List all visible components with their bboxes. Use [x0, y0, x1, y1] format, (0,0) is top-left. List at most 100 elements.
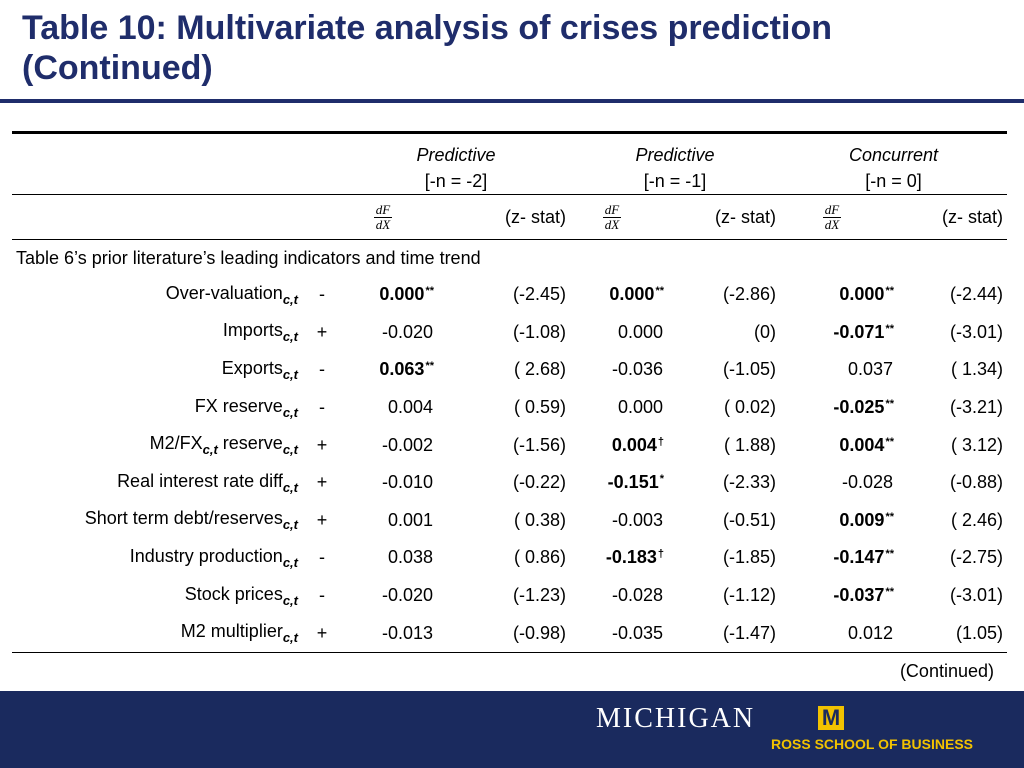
- coefficient-cell: -0.002: [381, 434, 433, 455]
- significance-marker: **: [425, 285, 434, 298]
- coefficient-cell: -0.020: [381, 321, 433, 342]
- ross-school-label: ROSS SCHOOL OF BUSINESS: [771, 736, 973, 752]
- expected-sign: +: [316, 434, 328, 455]
- z-stat-cell: (-1.56): [512, 434, 566, 455]
- z-stat-cell: (-2.45): [512, 284, 566, 305]
- z-stat-label: (z- stat): [450, 194, 570, 240]
- coefficient-cell: 0.012: [780, 614, 900, 653]
- section-row: Table 6’s prior literature’s leading ind…: [12, 240, 1007, 277]
- footer-bar: [0, 691, 1024, 768]
- table-row: Stock pricesc,t - -0.020 (-1.23) -0.028 (-1.1…: [12, 577, 1007, 615]
- z-stat-cell: (-1.05): [722, 359, 776, 380]
- coefficient-cell: -0.020: [381, 585, 433, 606]
- significance-marker: **: [885, 398, 894, 411]
- significance-marker: **: [655, 285, 664, 298]
- variable-label: Importsc,t: [222, 320, 298, 345]
- z-stat-label: (z- stat): [670, 194, 780, 240]
- coefficient-cell: 0.063**: [379, 359, 434, 380]
- table-row: Importsc,t + -0.020 (-1.08) 0.000 (0) -0.071**…: [12, 314, 1007, 352]
- coefficient-cell: -0.151*: [607, 472, 664, 493]
- z-stat-cell: ( 3.12): [950, 434, 1003, 455]
- col-header-1-window: [-n = -2]: [424, 171, 488, 191]
- variable-label: Over-valuationc,t: [165, 282, 298, 307]
- coefficient-cell: 0.000**: [609, 284, 664, 305]
- expected-sign: +: [316, 321, 328, 342]
- coefficient-cell: 0.037: [847, 359, 893, 380]
- coefficient-cell: 0.038: [387, 547, 433, 568]
- coefficient-cell: 0.004**: [839, 434, 894, 455]
- significance-marker: **: [425, 360, 434, 373]
- variable-label: Short term debt/reservesc,t: [84, 508, 298, 533]
- expected-sign: -: [319, 397, 325, 418]
- significance-marker: **: [885, 322, 894, 335]
- table-row: Real interest rate diffc,t + -0.010 (-0.22)…: [12, 464, 1007, 502]
- significance-marker: **: [885, 586, 894, 599]
- coefficient-cell: -0.003: [611, 509, 663, 530]
- subheader-row: dF dX (z- stat) dF dX (z- stat) dF dX (z- s…: [12, 194, 1007, 240]
- z-stat-cell: (-3.21): [949, 397, 1003, 418]
- z-stat-cell: (-3.01): [949, 585, 1003, 606]
- slide-title: Table 10: Multivariate analysis of crise…: [22, 9, 832, 87]
- coefficient-cell: 0.001: [387, 509, 433, 530]
- column-header-row: Predictive Predictive Concurrent: [12, 131, 1007, 168]
- z-stat-cell: (-0.51): [722, 509, 776, 530]
- z-stat-cell: (0): [754, 321, 776, 342]
- variable-label: Exportsc,t: [221, 357, 298, 382]
- table-row: FX reservec,t - 0.004 ( 0.59) 0.000 ( 0.02) -0…: [12, 389, 1007, 427]
- variable-label: FX reservec,t: [194, 395, 298, 420]
- variable-label: M2 multiplierc,t: [12, 614, 302, 653]
- col-header-2-name: Predictive: [570, 131, 780, 168]
- expected-sign: -: [319, 547, 325, 568]
- z-stat-cell: ( 2.68): [513, 359, 566, 380]
- expected-sign: -: [319, 359, 325, 380]
- significance-marker: †: [657, 435, 664, 448]
- marginal-effect-fraction: dF dX: [602, 201, 622, 232]
- significance-marker: **: [885, 548, 894, 561]
- z-stat-cell: (1.05): [900, 614, 1007, 653]
- coefficient-cell: -0.010: [381, 472, 433, 493]
- col-header-2-window: [-n = -1]: [643, 171, 707, 191]
- z-stat-cell: ( 0.59): [513, 397, 566, 418]
- results-table: Predictive Predictive Concurrent [-n = -…: [12, 131, 1007, 653]
- marginal-effect-fraction: dF dX: [373, 201, 393, 232]
- significance-marker: **: [885, 285, 894, 298]
- z-stat-cell: (-2.33): [722, 472, 776, 493]
- coefficient-cell: 0.004†: [611, 434, 664, 455]
- table-body: Over-valuationc,t -0.000** (-2.45) 0.000**(…: [12, 276, 1007, 653]
- table-row: Exportsc,t - 0.063** ( 2.68) -0.036 (-1.05) 0.…: [12, 351, 1007, 389]
- title-underline: [0, 99, 1024, 103]
- significance-marker: **: [885, 510, 894, 523]
- coefficient-cell: 0.000**: [379, 284, 434, 305]
- z-stat-cell: (-2.44): [949, 284, 1003, 305]
- z-stat-cell: (-1.47): [670, 614, 780, 653]
- expected-sign: -: [319, 585, 325, 606]
- coefficient-cell: -0.035: [570, 614, 670, 653]
- michigan-wordmark: MICHIGAN: [596, 703, 756, 734]
- z-stat-cell: ( 2.46): [950, 509, 1003, 530]
- coefficient-cell: -0.183†: [605, 547, 664, 568]
- coefficient-cell: 0.000: [617, 321, 663, 342]
- z-stat-cell: (-1.85): [722, 547, 776, 568]
- coefficient-cell: -0.147**: [833, 547, 894, 568]
- significance-marker: **: [885, 435, 894, 448]
- coefficient-cell: -0.071**: [833, 321, 894, 342]
- variable-label: Real interest rate diffc,t: [117, 470, 298, 495]
- col-header-3-name: Concurrent: [780, 131, 1007, 168]
- table-row: M2/FXc,t reservec,t + -0.002 (-1.56) 0.004† (…: [12, 426, 1007, 464]
- z-stat-cell: ( 1.34): [950, 359, 1003, 380]
- marginal-effect-fraction: dF dX: [822, 201, 842, 232]
- z-stat-cell: (-0.98): [450, 614, 570, 653]
- z-stat-cell: (-1.23): [512, 585, 566, 606]
- variable-label: Stock pricesc,t: [184, 583, 298, 608]
- expected-sign: -: [319, 284, 325, 305]
- coefficient-cell: -0.037**: [833, 585, 894, 606]
- z-stat-cell: ( 1.88): [723, 434, 776, 455]
- coefficient-cell: -0.025**: [833, 397, 894, 418]
- z-stat-cell: (-0.22): [512, 472, 566, 493]
- coefficient-cell: 0.004: [387, 397, 433, 418]
- z-stat-cell: (-3.01): [949, 321, 1003, 342]
- block-m-logo-icon: M: [818, 706, 844, 730]
- col-header-1-name: Predictive: [342, 131, 570, 168]
- significance-marker: †: [657, 548, 664, 561]
- table-row: M2 multiplierc,t + -0.013 (-0.98) -0.035 (-1.…: [12, 614, 1007, 653]
